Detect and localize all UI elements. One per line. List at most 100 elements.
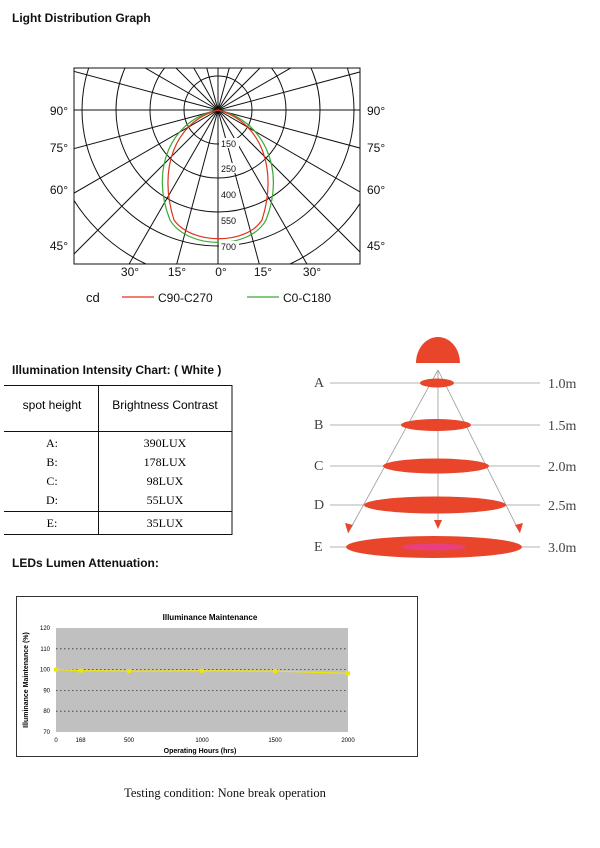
radial-label: 250 — [221, 164, 236, 174]
beam-ellipse-a — [420, 378, 454, 388]
polar-radial-line — [176, 109, 219, 264]
polar-radial-line — [74, 109, 219, 194]
row-value: 390LUX — [144, 436, 187, 450]
beam-spread-diagram: A B C D E 1.0m 1.5m 2.0m 2.5m 3.0m — [314, 337, 577, 558]
row-value: 178LUX — [144, 455, 187, 469]
radial-label: 150 — [221, 139, 236, 149]
angle-label-left: 90° — [50, 104, 68, 118]
x-tick-label: 1500 — [268, 738, 282, 744]
level-distance: 2.5m — [548, 499, 577, 514]
polar-radial-line — [217, 109, 360, 253]
light-distribution-polar-graph: 150 250 400 550 700 90° 75° 60° 45° 90° … — [50, 67, 385, 305]
polar-radial-line — [217, 71, 360, 111]
level-distance: 1.0m — [548, 377, 577, 392]
angle-label-left: 60° — [50, 183, 68, 197]
light-distribution-title: Light Distribution Graph — [12, 11, 151, 25]
x-tick-label: 500 — [124, 738, 135, 744]
row-value: 98LUX — [147, 474, 184, 488]
lamp-icon — [416, 337, 460, 363]
data-point — [346, 671, 350, 676]
y-tick-label: 110 — [40, 647, 50, 653]
y-axis-ticks: 120 110 100 90 80 70 — [40, 626, 51, 736]
beam-ellipse-d — [364, 496, 506, 514]
y-tick-label: 90 — [43, 688, 50, 694]
intensity-table: spot height Brightness Contrast A: 390LU… — [4, 385, 233, 535]
row-value: 35LUX — [147, 516, 184, 530]
row-value: 55LUX — [147, 493, 184, 507]
angle-label-right: 60° — [367, 183, 385, 197]
angle-label-bottom: 30° — [303, 265, 321, 279]
level-distance: 1.5m — [548, 419, 577, 434]
angle-label-bottom: 30° — [121, 265, 139, 279]
angle-label-right: 75° — [367, 141, 385, 155]
polar-radial-line — [217, 109, 260, 264]
data-point — [54, 667, 58, 672]
level-distance: 2.0m — [548, 460, 577, 475]
unit-label: cd — [86, 290, 100, 305]
row-label: D: — [46, 493, 58, 507]
polar-radial-line — [128, 109, 219, 264]
testing-condition-caption: Testing condition: None break operation — [124, 786, 326, 800]
level-letter: E — [314, 540, 323, 555]
data-point — [78, 668, 83, 673]
polar-radial-line — [217, 109, 360, 193]
arrow-left-icon — [345, 523, 353, 533]
x-tick-label: 1000 — [195, 738, 209, 744]
angle-label-left: 45° — [50, 239, 68, 253]
intensity-chart-title: Illumination Intensity Chart: ( White ) — [12, 363, 222, 377]
row-label: B: — [46, 455, 57, 469]
row-label: A: — [46, 436, 58, 450]
legend-label-c90: C90-C270 — [158, 291, 213, 305]
beam-center-spot — [402, 543, 466, 551]
curve-c0-c180 — [161, 109, 274, 244]
x-axis-ticks: 0 168 500 1000 1500 2000 — [54, 738, 355, 744]
polar-radial-line — [217, 68, 292, 111]
arrow-down-icon — [434, 520, 442, 529]
level-letter: D — [314, 498, 324, 513]
plot-area — [56, 628, 348, 732]
level-distance: 3.0m — [548, 541, 577, 556]
radial-label: 700 — [221, 242, 236, 252]
header-spot-height: spot height — [23, 398, 82, 412]
radial-label: 550 — [221, 216, 236, 226]
polar-radial-line — [144, 68, 219, 111]
y-tick-label: 100 — [40, 668, 51, 674]
row-label: C: — [46, 474, 57, 488]
arrow-right-icon — [515, 523, 523, 533]
lumen-attenuation-title: LEDs Lumen Attenuation: — [12, 556, 159, 570]
angle-label-bottom: 0° — [215, 265, 227, 279]
data-point — [273, 669, 277, 674]
chart-title: Illuminance Maintenance — [163, 613, 258, 622]
x-axis-label: Operating Hours (hrs) — [164, 748, 237, 755]
polar-radial-line — [217, 109, 360, 149]
x-tick-label: 168 — [76, 738, 87, 744]
beam-ellipse-c — [383, 458, 489, 474]
angle-label-bottom: 15° — [254, 265, 272, 279]
header-brightness: Brightness Contrast — [112, 398, 218, 412]
polar-radial-line — [74, 70, 219, 111]
level-letter: B — [314, 418, 323, 433]
data-point — [127, 669, 131, 674]
data-point — [200, 668, 204, 673]
y-tick-label: 80 — [43, 709, 50, 715]
gridlines — [56, 648, 348, 712]
beam-ellipse-b — [401, 419, 471, 431]
legend-label-c0: C0-C180 — [283, 291, 331, 305]
y-axis-label: Illuminance Maintenance (%) — [23, 632, 30, 728]
angle-label-right: 45° — [367, 239, 385, 253]
x-tick-label: 0 — [54, 738, 58, 744]
angle-label-right: 90° — [367, 104, 385, 118]
y-tick-label: 120 — [40, 626, 51, 632]
series-line — [54, 667, 350, 676]
illuminance-maintenance-chart: Illuminance Maintenance 120110100908070 … — [16, 596, 418, 757]
x-tick-label: 2000 — [341, 738, 355, 744]
radial-label: 400 — [221, 190, 236, 200]
level-letter: A — [314, 376, 325, 391]
y-tick-label: 70 — [43, 730, 50, 736]
level-letter: C — [314, 459, 323, 474]
polar-radial-line — [74, 109, 219, 150]
series-polyline — [55, 669, 349, 674]
row-label: E: — [47, 516, 58, 530]
angle-label-left: 75° — [50, 141, 68, 155]
polar-radial-line — [217, 109, 308, 264]
